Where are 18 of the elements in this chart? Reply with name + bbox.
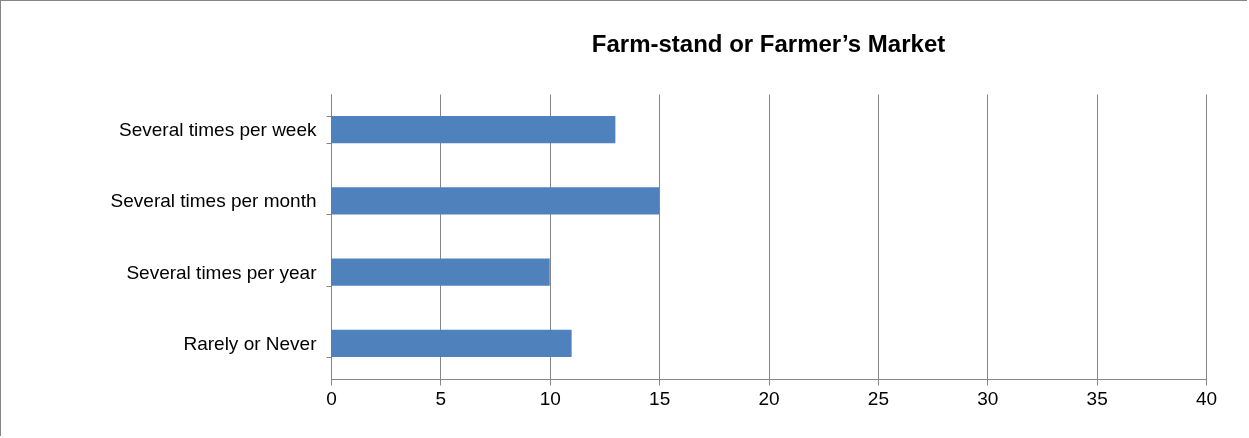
- x-tick-label: 15: [649, 387, 671, 409]
- y-tick-label: Several times per week: [119, 119, 317, 141]
- bar: [331, 258, 550, 286]
- y-tick-label: Several times per month: [110, 190, 317, 212]
- x-tick-label: 35: [1086, 387, 1108, 409]
- bar: [331, 116, 616, 144]
- x-tick-label: 5: [435, 387, 447, 409]
- x-tick-label: 20: [758, 387, 780, 409]
- bar: [331, 329, 572, 357]
- x-tick-label: 40: [1195, 387, 1218, 409]
- chart-title: Farm-stand or Farmer’s Market: [591, 30, 946, 57]
- x-tick-label: 0: [326, 387, 337, 409]
- x-tick-label: 10: [539, 387, 561, 409]
- x-tick-label: 30: [977, 387, 999, 409]
- y-tick-label: Rarely or Never: [183, 332, 318, 354]
- y-tick-label: Several times per year: [126, 261, 318, 283]
- bar: [331, 187, 660, 215]
- x-tick-label: 25: [867, 387, 889, 409]
